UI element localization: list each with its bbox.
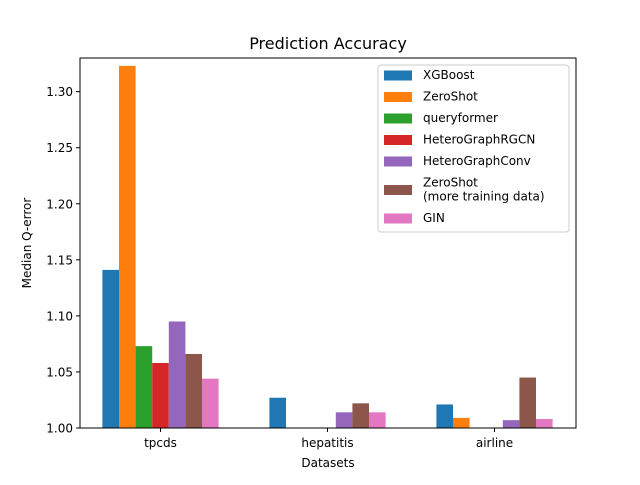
legend-label: ZeroShot (423, 90, 478, 104)
legend-label: ZeroShot (more training data) (423, 176, 545, 204)
y-tick-label: 1.30 (46, 85, 73, 99)
x-tick-label: hepatitis (301, 436, 353, 450)
legend-box (377, 64, 570, 233)
bar-hepatitis-series-4 (335, 412, 353, 428)
legend-swatch (384, 135, 412, 145)
legend-label: XGBoost (423, 68, 475, 82)
x-axis-ticks: tpcds hepatitis airline (144, 428, 513, 450)
bar-hepatitis-series-0 (269, 397, 286, 428)
legend-swatch (384, 92, 412, 102)
y-tick-label: 1.15 (46, 253, 73, 267)
legend-label: queryformer (423, 111, 498, 125)
legend-label: HeteroGraphConv (423, 154, 531, 168)
bar-tpcds-series-2 (135, 346, 153, 428)
x-tick-label: tpcds (144, 436, 177, 450)
bar-hepatitis-series-5 (352, 403, 369, 428)
x-tick-label: airline (476, 436, 513, 450)
plot-frame (79, 57, 577, 429)
bar-hepatitis-series-6 (369, 412, 386, 428)
y-axis-ticks: 1.00 1.05 1.10 1.15 1.20 1.25 1.30 (46, 85, 80, 436)
legend-label: GIN (423, 211, 445, 225)
legend-label: HeteroGraphRGCN (423, 133, 535, 147)
bar-tpcds-series-4 (168, 321, 186, 428)
y-axis-label: Median Q-error (20, 198, 34, 289)
y-tick-label: 1.00 (46, 422, 73, 436)
legend-swatch (384, 185, 412, 195)
legend-swatch (384, 113, 412, 124)
chart-title: Prediction Accuracy (249, 34, 407, 53)
y-tick-label: 1.05 (46, 365, 73, 379)
bar-tpcds-series-0 (102, 269, 119, 428)
bar-airline-series-6 (536, 419, 553, 428)
bar-airline-series-4 (502, 420, 520, 428)
bar-tpcds-series-6 (202, 378, 219, 428)
y-tick-label: 1.10 (46, 309, 73, 323)
legend-swatch (384, 213, 412, 224)
bar-airline-series-1 (453, 417, 470, 428)
legend: XGBoost ZeroShot queryformer HeteroGraphRGC… (377, 64, 570, 233)
bars-group (102, 65, 553, 428)
bar-tpcds-series-1 (119, 65, 136, 428)
bar-tpcds-series-3 (152, 362, 169, 428)
legend-swatch (384, 70, 412, 81)
legend-swatch (384, 156, 412, 167)
bar-airline-series-5 (519, 377, 536, 428)
x-axis-label: Datasets (301, 456, 354, 470)
bar-tpcds-series-5 (185, 354, 202, 428)
bar-airline-series-0 (436, 404, 453, 428)
y-tick-label: 1.25 (46, 141, 73, 155)
y-tick-label: 1.20 (46, 197, 73, 211)
